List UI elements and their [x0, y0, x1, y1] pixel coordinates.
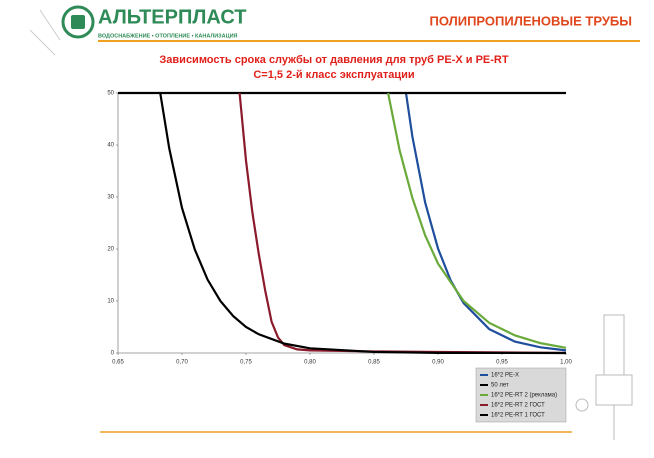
tagline: ВОДОСНАБЖЕНИЕ • ОТОПЛЕНИЕ • КАНАЛИЗАЦИЯ — [98, 33, 238, 39]
legend-label: 16*2 PE-RT 2 (реклама) — [491, 393, 557, 399]
chart-subtitle: С=1,5 2-й класс эксплуатации — [253, 69, 414, 81]
legend-label: 16*2 PE-RT 1 ГОСТ — [491, 413, 545, 419]
brand: АЛЬТЕРПЛАСТ — [98, 6, 247, 28]
x-tick-label: 0,80 — [304, 360, 316, 366]
x-tick-label: 0,75 — [240, 360, 252, 366]
y-tick-label: 10 — [107, 299, 114, 305]
x-tick-label: 0,90 — [432, 360, 444, 366]
series-line — [159, 92, 567, 355]
y-tick-label: 20 — [107, 247, 114, 253]
legend-label: 50 лет — [491, 383, 509, 389]
plot-area — [118, 93, 566, 353]
legend-label: 16*2 PE-X — [491, 373, 519, 379]
section-title: ПОЛИПРОПИЛЕНОВЫЕ ТРУБЫ — [429, 13, 632, 28]
x-tick-label: 0,95 — [496, 360, 508, 366]
y-tick-label: 50 — [107, 91, 114, 97]
x-tick-label: 1,00 — [560, 360, 572, 366]
legend-label: 16*2 PE-RT 2 ГОСТ — [491, 403, 545, 409]
chart-title: Зависимость срока службы от давления для… — [159, 54, 508, 66]
logo — [29, 5, 95, 56]
series-line — [404, 92, 567, 352]
legend-box — [475, 367, 567, 423]
x-tick-label: 0,85 — [368, 360, 380, 366]
valve-drawing — [575, 314, 633, 440]
x-tick-label: 0,70 — [176, 360, 188, 366]
series-line — [387, 92, 567, 349]
series-line — [238, 92, 567, 355]
y-tick-label: 30 — [107, 195, 114, 201]
y-tick-label: 0 — [111, 351, 115, 357]
y-tick-label: 40 — [107, 143, 114, 149]
x-tick-label: 0,65 — [112, 360, 124, 366]
